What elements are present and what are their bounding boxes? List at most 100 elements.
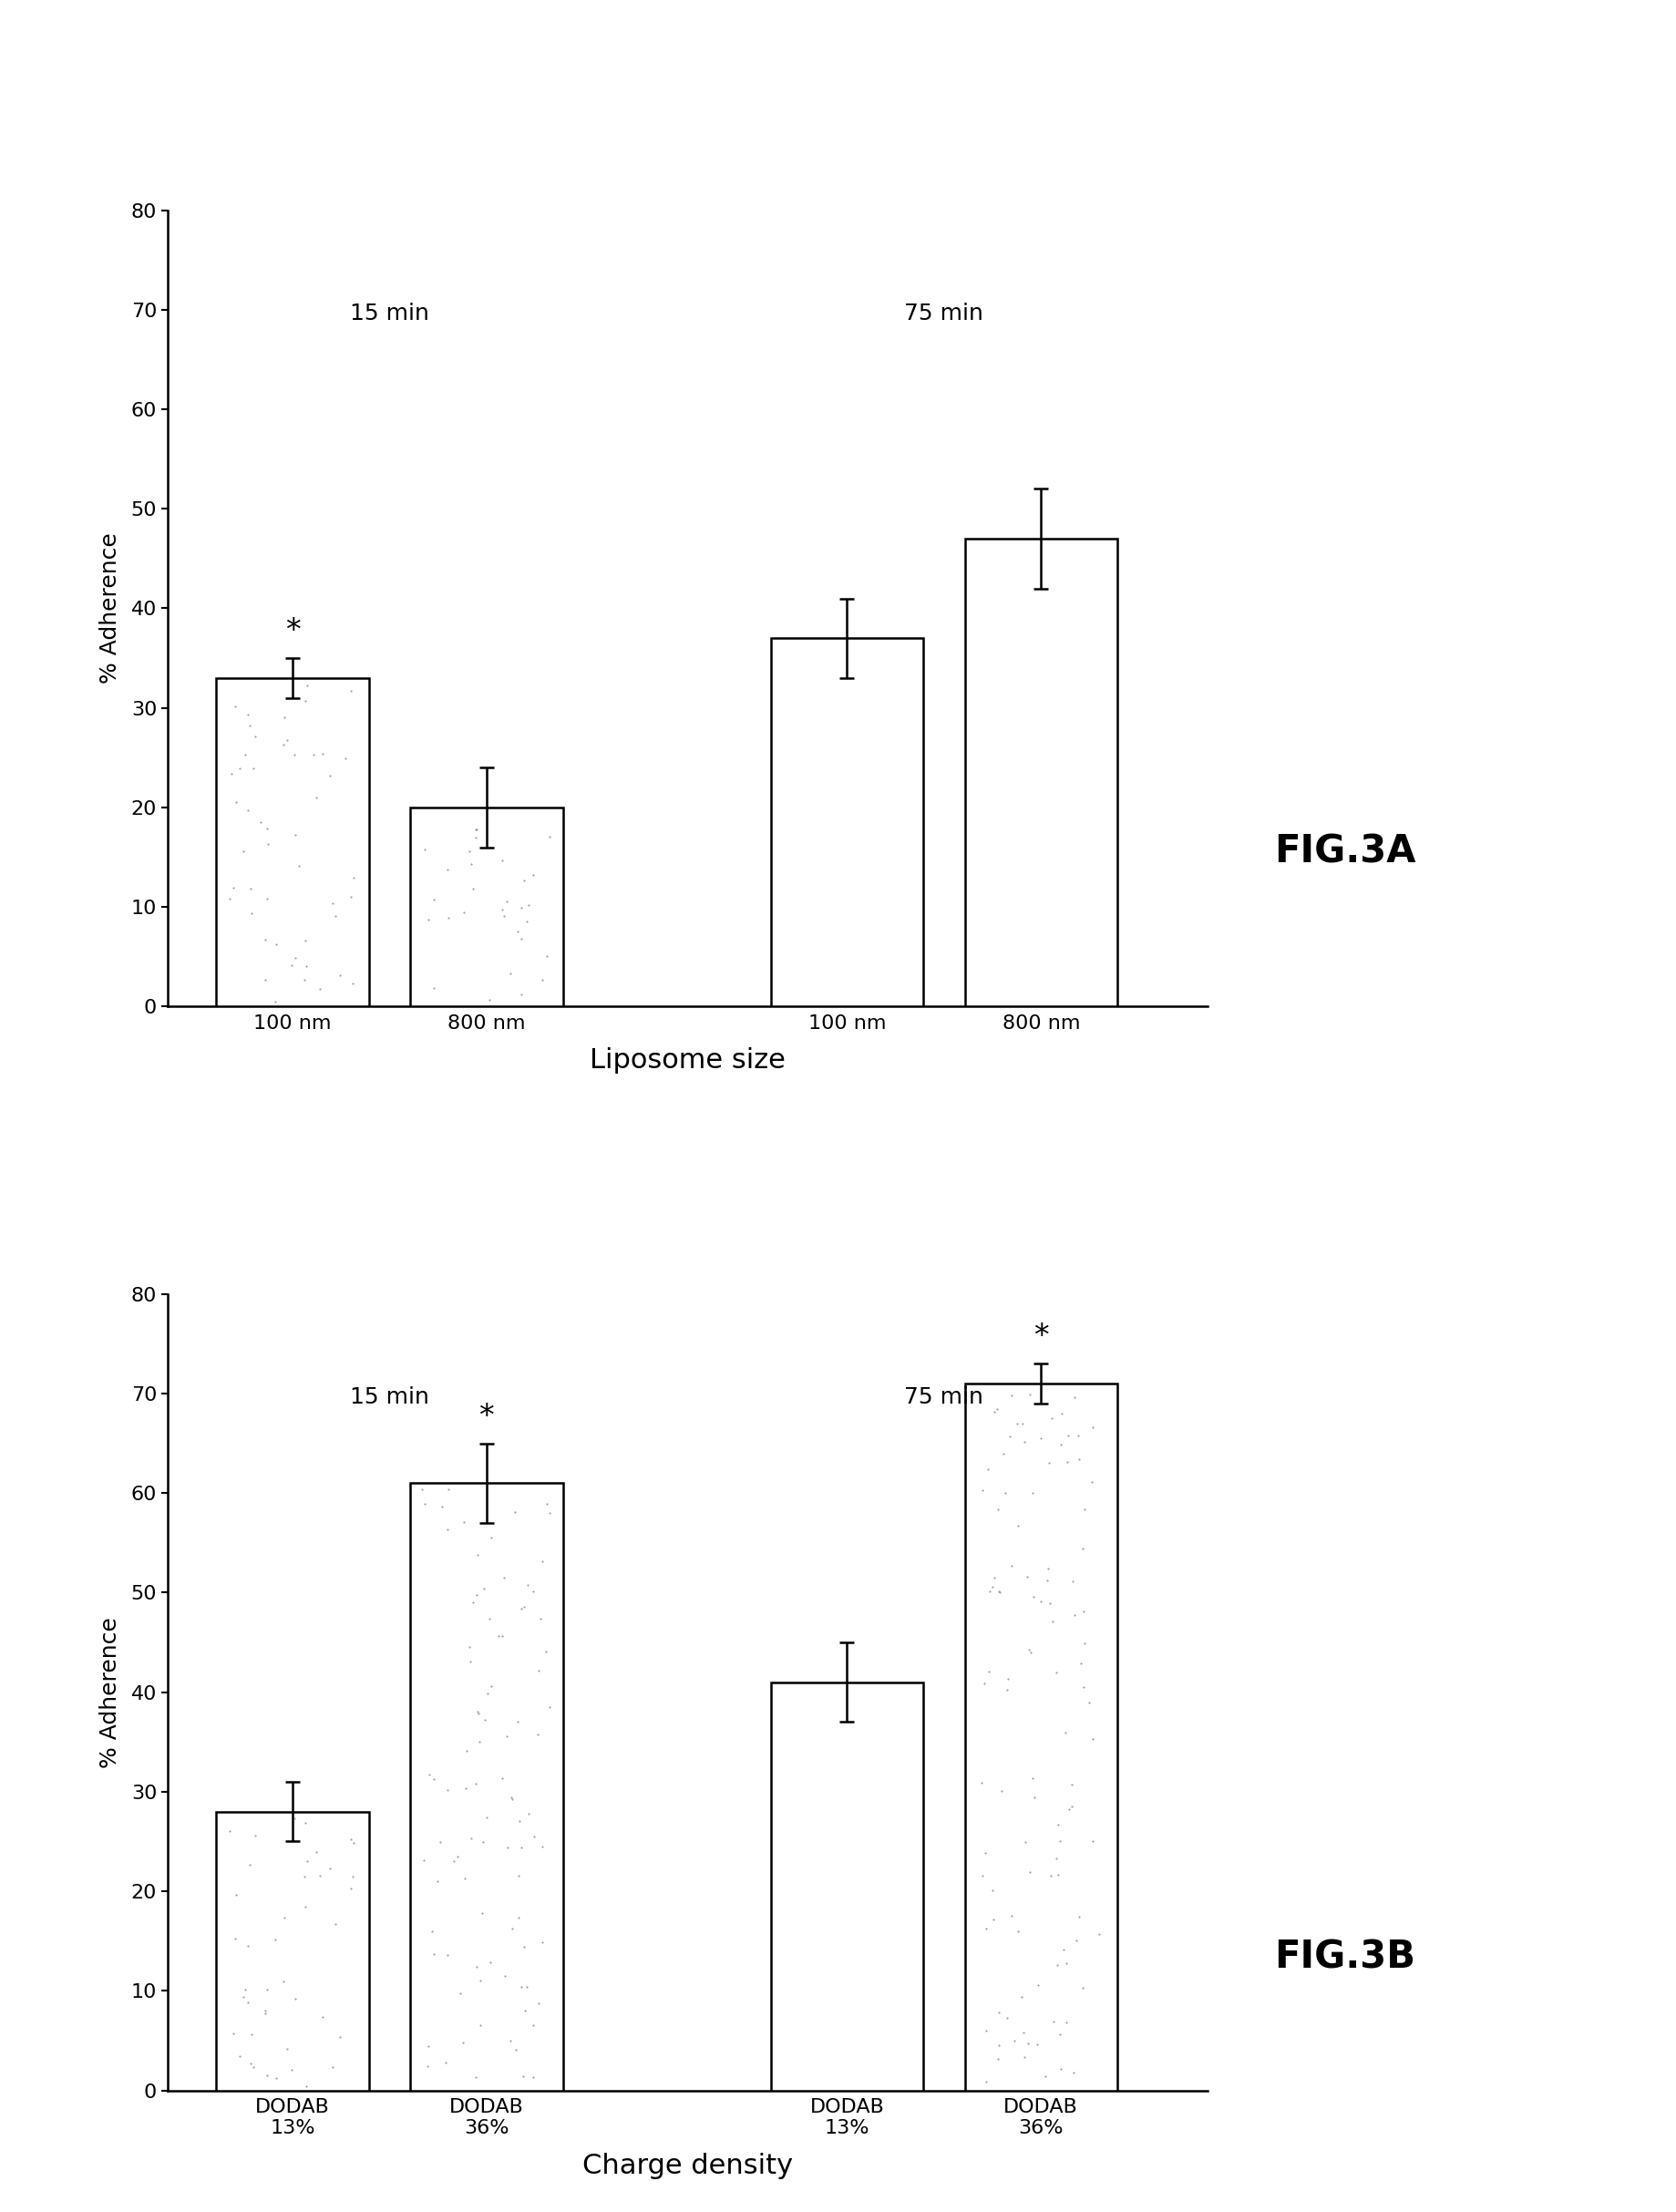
- Point: [414, 902, 441, 938]
- Point: [488, 891, 515, 927]
- Point: [1051, 1714, 1078, 1750]
- Point: [434, 1511, 461, 1546]
- Point: [273, 723, 300, 759]
- Point: [508, 889, 535, 925]
- Point: [263, 2059, 290, 2095]
- Point: [456, 1644, 483, 1679]
- Point: [984, 2042, 1011, 2077]
- Text: 75 min: 75 min: [903, 1387, 984, 1409]
- Point: [263, 927, 290, 962]
- Point: [322, 898, 349, 933]
- Point: [317, 1851, 344, 1887]
- Point: [238, 2046, 265, 2081]
- Point: [478, 1668, 504, 1703]
- Point: [1034, 1551, 1061, 1586]
- Point: [1071, 1626, 1098, 1661]
- Point: [463, 812, 489, 847]
- Point: [515, 1566, 541, 1601]
- Point: [411, 832, 437, 867]
- Point: [501, 2031, 528, 2066]
- Point: [327, 2020, 354, 2055]
- Point: [1053, 2004, 1079, 2039]
- Point: [292, 922, 318, 958]
- Point: [340, 860, 367, 896]
- Point: [471, 1701, 498, 1736]
- Point: [1032, 2059, 1059, 2095]
- Point: [469, 1571, 496, 1606]
- Text: *: *: [1032, 1323, 1048, 1352]
- Point: [458, 847, 484, 883]
- Point: [520, 2008, 546, 2044]
- Point: [985, 1575, 1012, 1610]
- Point: [536, 1690, 563, 1725]
- Point: [282, 1801, 308, 1836]
- Point: [261, 984, 288, 1020]
- Point: [975, 1655, 1002, 1690]
- Point: [1036, 1444, 1063, 1480]
- Point: [1004, 1913, 1031, 1949]
- Point: [1078, 1823, 1104, 1858]
- Point: [508, 978, 535, 1013]
- Point: [1042, 1947, 1069, 1982]
- Point: [508, 920, 535, 956]
- Point: [1011, 1825, 1037, 1860]
- Point: [231, 1973, 258, 2008]
- Point: [1059, 1564, 1086, 1599]
- Point: [491, 898, 518, 933]
- Point: [1021, 1781, 1048, 1816]
- Point: [421, 971, 447, 1006]
- Text: FIG.3B: FIG.3B: [1274, 1938, 1415, 1978]
- Point: [1019, 1579, 1046, 1615]
- Point: [273, 2031, 300, 2066]
- Point: [474, 1674, 501, 1710]
- Point: [979, 1902, 1006, 1938]
- Text: 75 min: 75 min: [903, 303, 984, 325]
- Point: [451, 894, 478, 929]
- Point: [253, 2057, 280, 2093]
- Point: [504, 1703, 531, 1739]
- Point: [1053, 1444, 1079, 1480]
- Point: [292, 1858, 318, 1893]
- Point: [1068, 1646, 1094, 1681]
- Point: [1061, 1597, 1088, 1632]
- Point: [251, 962, 278, 998]
- Point: [1034, 1562, 1061, 1597]
- Point: [530, 1829, 556, 1865]
- Point: [216, 880, 243, 916]
- Point: [515, 887, 541, 922]
- Point: [987, 1772, 1014, 1807]
- Point: [459, 872, 486, 907]
- Point: [411, 1843, 437, 1878]
- Point: [513, 1969, 540, 2004]
- Point: [236, 708, 263, 743]
- Point: [1019, 1475, 1046, 1511]
- Point: [1004, 1509, 1031, 1544]
- Point: [272, 699, 298, 734]
- Point: [1011, 2039, 1037, 2075]
- Point: [1069, 1971, 1096, 2006]
- Point: [453, 1770, 479, 1805]
- Point: [220, 2015, 246, 2051]
- Point: [488, 1619, 515, 1655]
- Point: [292, 684, 318, 719]
- Point: [525, 1652, 551, 1688]
- Point: [1039, 1604, 1066, 1639]
- Point: [1068, 1531, 1094, 1566]
- Point: [1016, 1854, 1042, 1889]
- Point: [464, 1694, 491, 1730]
- Point: [972, 2013, 999, 2048]
- Point: [494, 1829, 521, 1865]
- Point: [496, 956, 523, 991]
- Point: [1009, 1405, 1036, 1440]
- Point: [436, 900, 463, 936]
- Point: [997, 1378, 1024, 1413]
- Point: [510, 2059, 536, 2095]
- Point: [464, 1537, 491, 1573]
- Point: [526, 1601, 553, 1637]
- Point: [303, 1834, 330, 1869]
- Point: [439, 1843, 466, 1878]
- Point: [1071, 1491, 1098, 1526]
- Point: [464, 1694, 491, 1730]
- Point: [308, 2000, 335, 2035]
- Point: [520, 2059, 546, 2095]
